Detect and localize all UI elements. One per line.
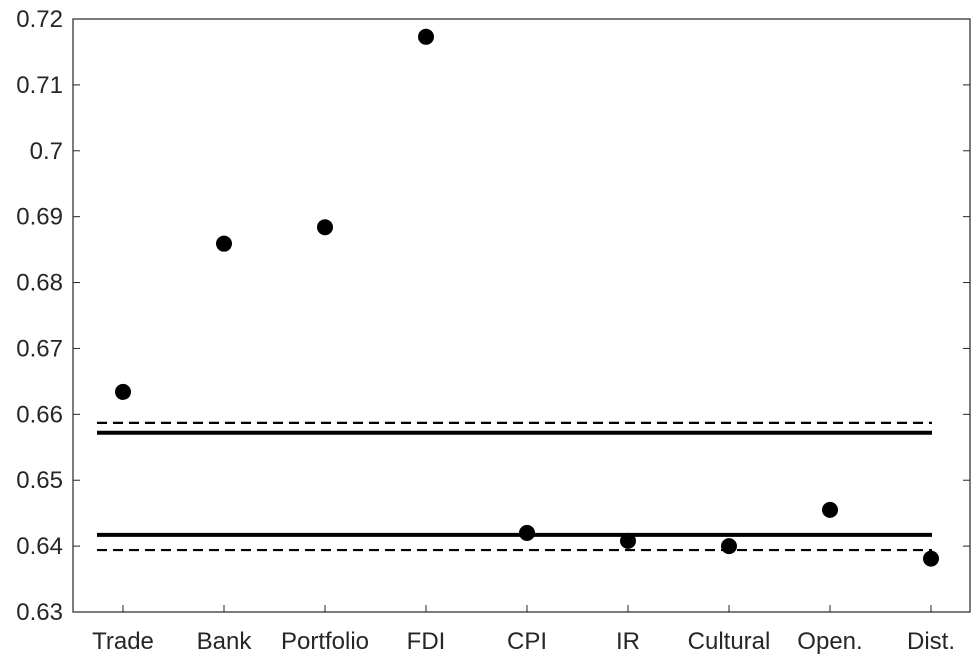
data-point-bank: [216, 235, 232, 252]
data-point-open: [822, 501, 838, 518]
y-tick-label: 0.72: [16, 6, 63, 33]
data-point-ir: [620, 532, 636, 549]
y-tick-label: 0.65: [16, 467, 63, 494]
y-tick-label: 0.7: [30, 138, 63, 165]
data-points: [115, 28, 939, 567]
data-point-cultural: [721, 538, 737, 555]
x-tick-label: IR: [616, 628, 640, 654]
y-tick-label: 0.69: [16, 204, 63, 231]
data-point-portfolio: [317, 219, 333, 236]
x-tick-label: Cultural: [688, 628, 771, 654]
data-point-cpi: [519, 524, 535, 541]
x-tick-label: Portfolio: [281, 628, 369, 654]
reference-lines: [97, 421, 932, 552]
x-tick-label: Trade: [92, 628, 154, 654]
y-tick-label: 0.68: [16, 270, 63, 297]
y-axis-ticks: 0.63 0.64 0.65 0.66 0.67 0.68 0.69 0.7 0.71 0.72: [16, 6, 970, 626]
x-tick-label: CPI: [507, 628, 547, 654]
data-point-trade: [115, 383, 131, 400]
x-axis-ticks: Trade Bank Portfolio FDI CPI IR Cultural Open. D…: [92, 605, 955, 654]
y-tick-label: 0.71: [16, 72, 63, 99]
x-tick-label: Bank: [197, 628, 253, 654]
y-tick-label: 0.63: [16, 599, 63, 626]
plot-frame: [72, 18, 971, 613]
x-tick-label: Open.: [797, 628, 862, 654]
plot-area: [73, 19, 970, 612]
x-tick-label: FDI: [407, 628, 446, 654]
data-point-fdi: [418, 28, 434, 45]
y-tick-label: 0.64: [16, 533, 63, 560]
x-tick-label: Dist.: [907, 628, 955, 654]
y-tick-label: 0.67: [16, 335, 63, 362]
data-point-dist: [923, 550, 939, 567]
y-tick-label: 0.66: [16, 401, 63, 428]
